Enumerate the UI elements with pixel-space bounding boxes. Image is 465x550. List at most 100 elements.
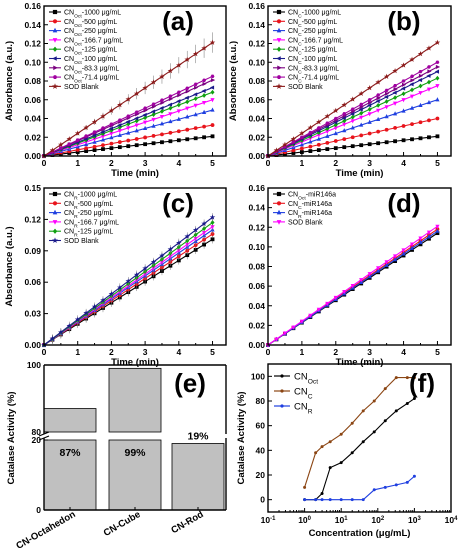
data-point <box>350 498 354 502</box>
data-point <box>160 98 164 102</box>
data-point <box>359 133 364 138</box>
data-point <box>342 122 347 127</box>
data-point <box>427 118 431 123</box>
data-point <box>328 440 332 444</box>
data-point <box>66 136 73 142</box>
data-point <box>108 107 115 113</box>
data-point <box>384 114 389 119</box>
data-point <box>375 99 380 104</box>
data-point <box>193 96 198 102</box>
y-tick-label: 0.00 <box>24 151 41 161</box>
axis-break-mark <box>38 431 50 437</box>
data-point <box>151 117 156 123</box>
data-point <box>168 105 173 111</box>
data-point <box>359 110 364 116</box>
data-point <box>339 461 343 465</box>
data-point <box>303 485 307 489</box>
data-point <box>134 143 139 148</box>
data-point <box>202 78 207 82</box>
data-point <box>393 87 398 92</box>
data-point <box>167 246 174 252</box>
data-point <box>299 130 305 136</box>
data-point <box>418 136 423 141</box>
data-point <box>176 138 181 143</box>
data-point <box>167 68 174 74</box>
data-point <box>405 376 409 380</box>
data-point <box>325 140 330 145</box>
data-point <box>91 303 98 310</box>
data-point <box>177 93 182 98</box>
series-7 <box>42 74 215 158</box>
data-point <box>193 136 198 141</box>
y-tick-label: 0.04 <box>248 114 265 124</box>
legend-label: CNOct-1000 μg/mL <box>64 10 121 20</box>
data-point <box>202 124 206 129</box>
data-point <box>134 116 139 121</box>
data-point <box>143 115 148 121</box>
data-point <box>350 125 355 130</box>
data-point <box>350 284 355 289</box>
data-point <box>401 108 406 113</box>
data-point <box>299 135 304 139</box>
data-point <box>168 130 173 135</box>
data-point <box>314 498 318 502</box>
data-point <box>376 268 381 273</box>
data-point <box>125 278 132 284</box>
data-point <box>426 230 432 235</box>
data-point <box>410 87 415 93</box>
bar-value-label: 99% <box>124 447 146 459</box>
data-point <box>367 106 372 112</box>
legend-marker <box>51 237 59 244</box>
data-point <box>333 146 338 151</box>
y-tick-label: 0.12 <box>248 222 265 232</box>
data-point <box>209 39 216 45</box>
data-point <box>392 254 398 259</box>
y-tick-label: 0.12 <box>24 214 41 224</box>
data-point <box>109 135 114 140</box>
data-point <box>193 92 198 97</box>
y-tick-label: 0.08 <box>24 76 41 86</box>
data-point <box>376 103 381 108</box>
x-tick-label: 102 <box>371 515 384 525</box>
data-point <box>394 483 398 487</box>
legend-label: CNC-71.4 μg/mL <box>288 75 339 85</box>
data-point <box>185 238 190 244</box>
data-point <box>290 136 297 142</box>
data-point <box>342 112 347 116</box>
data-point <box>151 123 156 128</box>
y-tick-label: 0 <box>36 505 41 515</box>
series-0 <box>303 397 416 502</box>
data-point <box>372 399 376 403</box>
data-point <box>367 131 372 136</box>
data-point <box>359 104 364 110</box>
data-point <box>142 85 148 91</box>
data-point <box>202 109 207 114</box>
x-tick-label: 0 <box>42 158 47 168</box>
data-point <box>316 148 321 152</box>
data-point <box>126 138 131 143</box>
data-point <box>376 266 381 271</box>
data-point <box>168 94 173 98</box>
data-point <box>401 91 406 97</box>
legend-label: SOD Blank <box>288 84 323 91</box>
data-point <box>168 112 173 117</box>
data-point <box>210 74 215 78</box>
data-point <box>342 128 347 133</box>
legend-marker <box>52 19 58 24</box>
y-tick-label: 0.03 <box>24 309 41 319</box>
y-tick-label: 0.02 <box>24 132 41 142</box>
data-point <box>325 301 330 307</box>
legend-label: CNC <box>294 387 313 401</box>
data-point <box>383 419 387 423</box>
series-7 <box>266 60 440 158</box>
data-point <box>176 129 181 134</box>
data-point <box>282 141 288 148</box>
legend-label: CNC-166.7 μg/mL <box>288 37 343 47</box>
axis-break-mark <box>38 435 50 441</box>
data-point <box>384 127 389 132</box>
data-point <box>134 123 139 128</box>
data-point <box>361 440 365 444</box>
data-point <box>350 107 355 111</box>
data-point <box>401 79 406 83</box>
data-point <box>417 77 423 83</box>
